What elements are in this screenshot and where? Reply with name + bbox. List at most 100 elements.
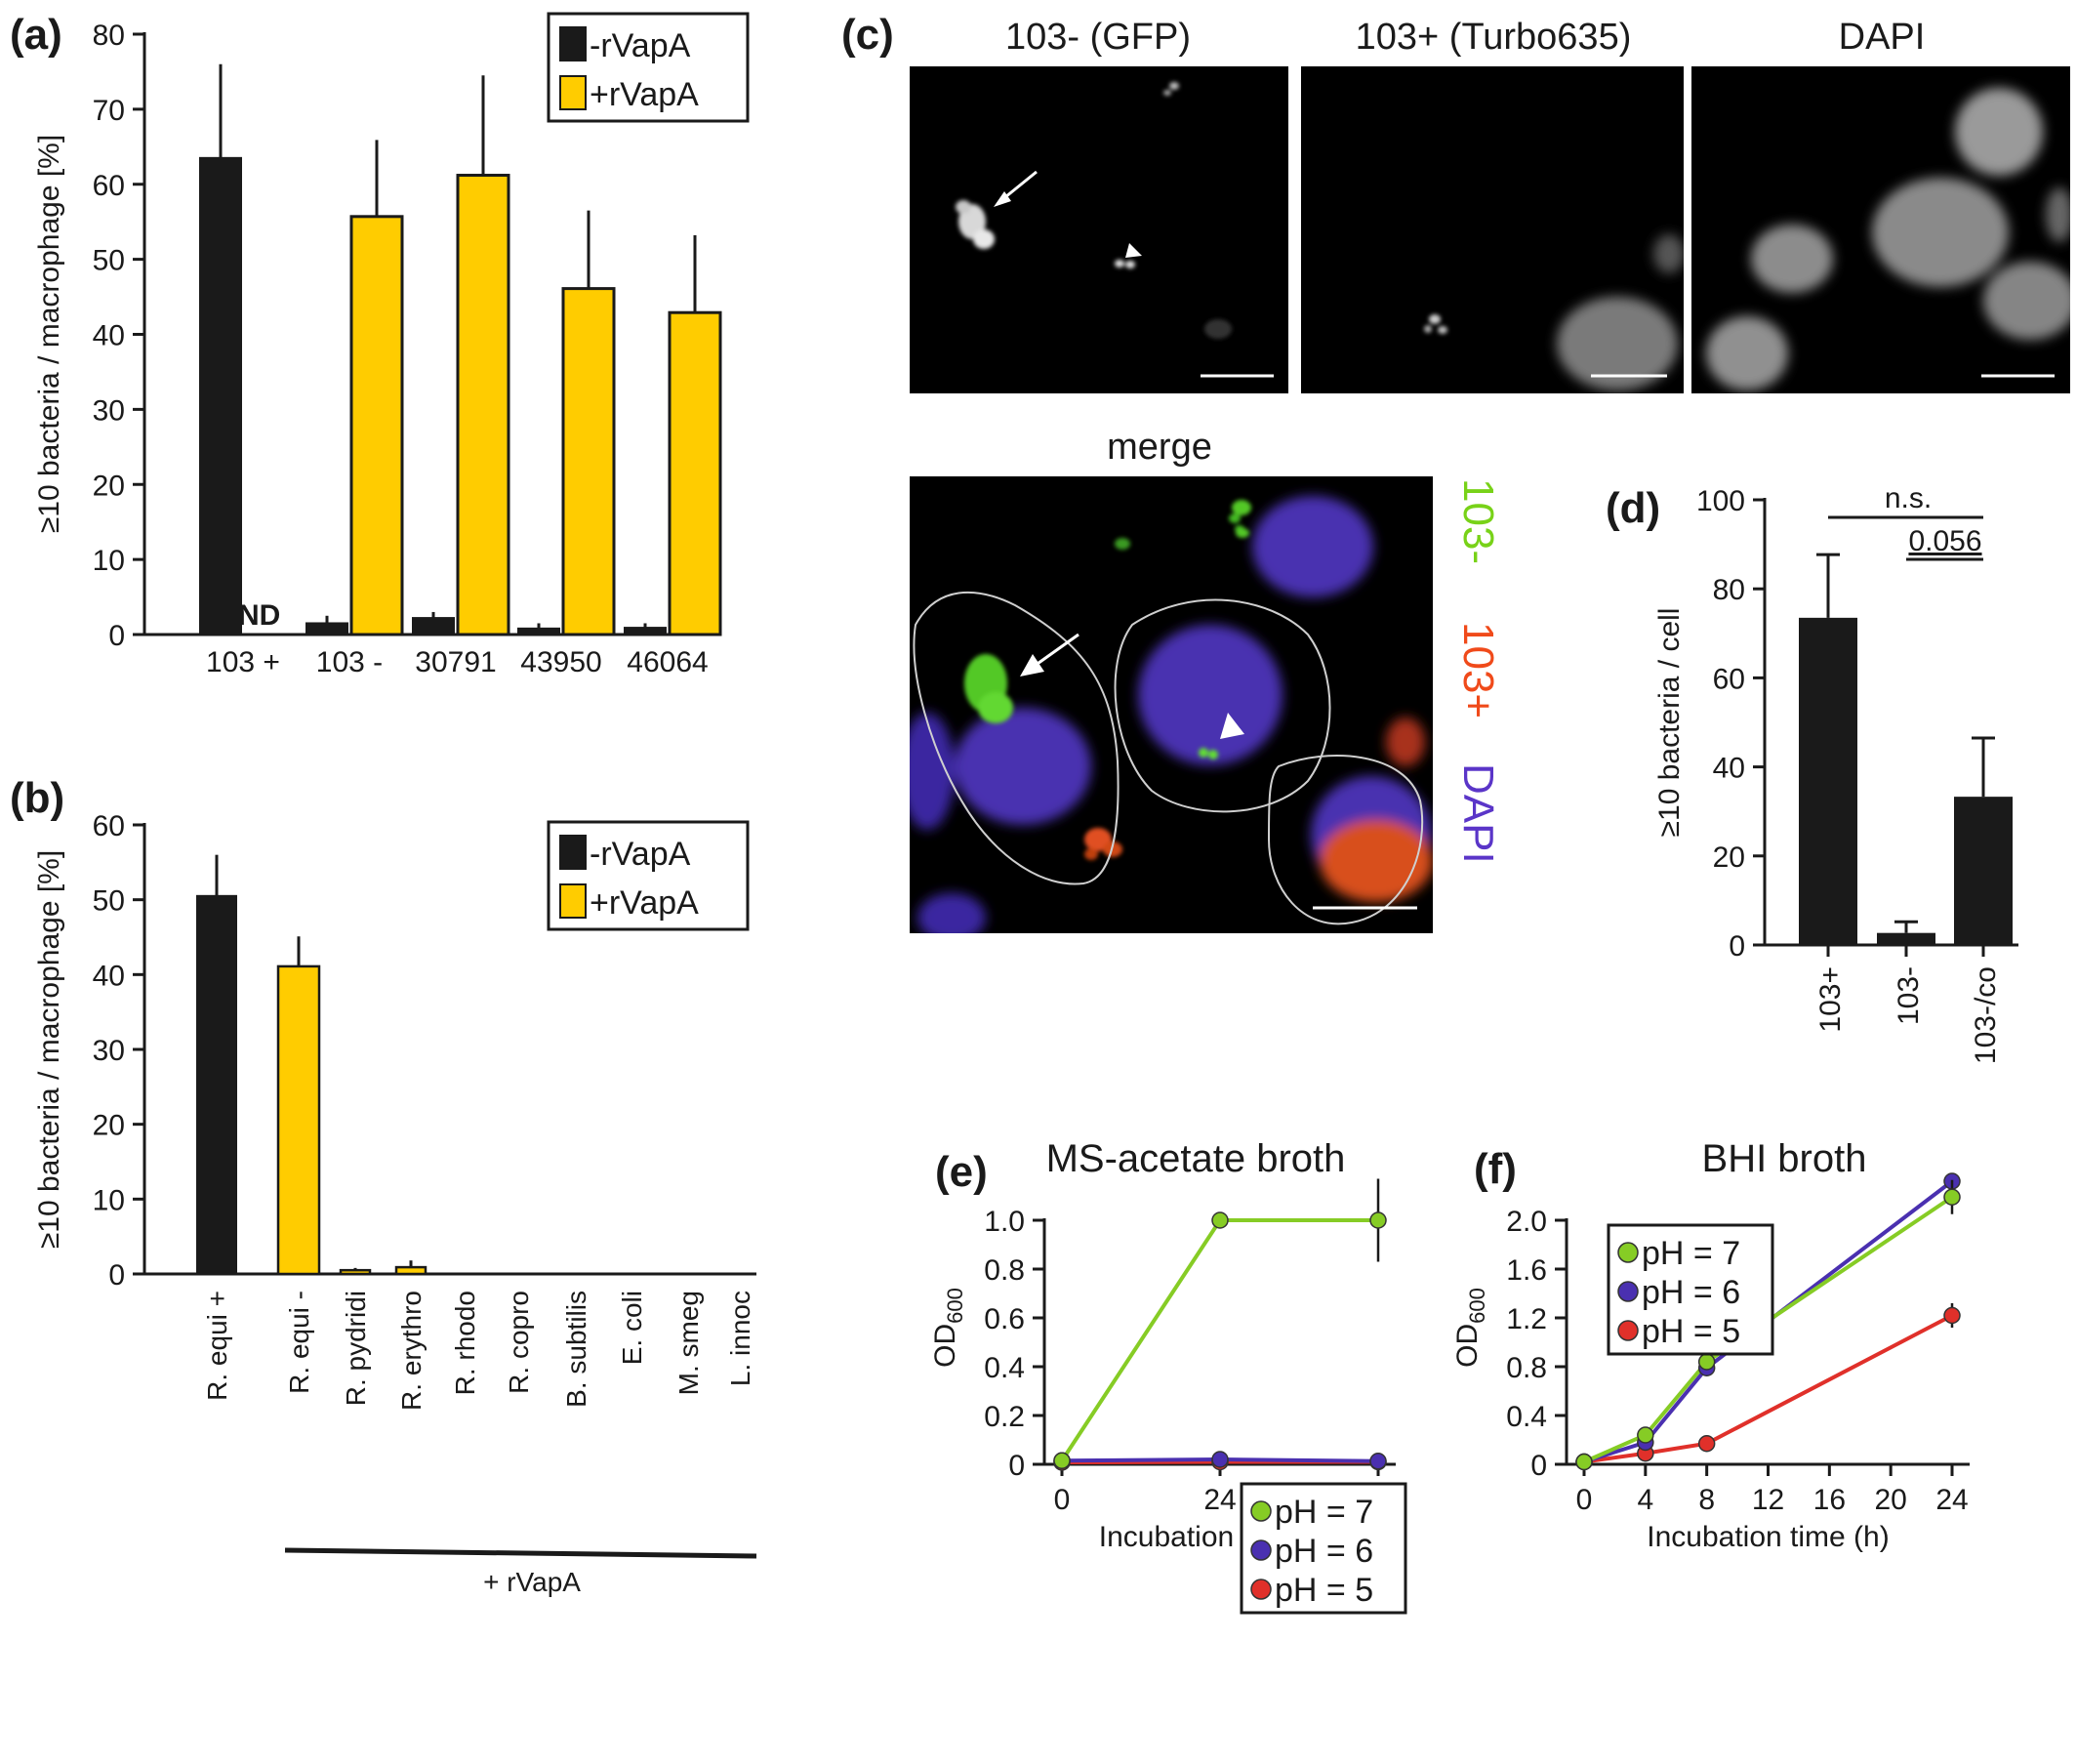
chart-b: 0 10 20 30 40 50 60 R. equi + R. equi - R. pydrid… <box>33 810 756 1411</box>
x-tick-label: E. coli <box>617 1291 647 1365</box>
bar-pos <box>276 964 321 1276</box>
channel-label-103minus: 103- <box>1454 478 1502 564</box>
y-tick-label: 0.8 <box>984 1254 1025 1287</box>
x-tick-label: R. pydridi <box>341 1291 371 1406</box>
series-line <box>1583 1179 1954 1464</box>
x-tick-label: 0 <box>1576 1484 1593 1516</box>
image-gfp <box>910 66 1288 393</box>
y-tick-label: 0.4 <box>1506 1401 1547 1433</box>
legend-marker <box>1250 1579 1272 1600</box>
data-point <box>1369 1211 1387 1229</box>
y-tick-label: 0 <box>108 620 125 652</box>
legend-swatch <box>559 883 587 919</box>
bar-pos <box>456 174 510 636</box>
y-tick-label: 10 <box>93 545 125 577</box>
x-tick-label: R. equi - <box>284 1291 314 1394</box>
y-tick-label: 0.4 <box>984 1352 1025 1384</box>
y-tick-label: 50 <box>93 245 125 277</box>
y-tick-label: 0 <box>1530 1450 1547 1482</box>
y-tick-label: 0.6 <box>984 1303 1025 1335</box>
x-tick-label: 103 - <box>316 646 383 678</box>
bar-neg <box>412 617 455 636</box>
y-tick-label: 10 <box>93 1184 125 1216</box>
chart-a: 0 10 20 30 40 50 60 70 80 103 + 103 - 30791 43950 460… <box>33 12 750 678</box>
image-title-dapi: DAPI <box>1839 17 1926 58</box>
legend-marker <box>1250 1500 1272 1522</box>
legend-marker <box>1250 1539 1272 1561</box>
image-turbo635 <box>1301 66 1684 393</box>
x-tick-label: 24 <box>1935 1484 1968 1516</box>
bar <box>1799 617 1857 945</box>
x-tick-label: 103 + <box>206 646 280 678</box>
image-merge <box>910 476 1433 933</box>
data-point <box>1943 1306 1961 1325</box>
x-tick-label: 46064 <box>627 646 708 678</box>
y-tick-label: 0 <box>108 1259 125 1292</box>
y-axis-label: ≥10 bacteria / cell <box>1653 608 1686 838</box>
y-tick-label: 20 <box>93 470 125 502</box>
data-point <box>1575 1453 1593 1471</box>
data-point <box>1697 1353 1716 1371</box>
panel-label-a: (a) <box>10 11 62 59</box>
series-line <box>1583 1195 1954 1464</box>
bar-neg <box>199 156 242 636</box>
bar <box>1954 797 2013 945</box>
y-tick-label: 2.0 <box>1506 1206 1547 1238</box>
panel-label-b: (b) <box>10 774 64 822</box>
y-tick-label: 80 <box>93 20 125 52</box>
y-tick-label: 20 <box>1713 841 1745 874</box>
bar-pos <box>394 1265 428 1276</box>
nd-label: ND <box>238 599 280 632</box>
y-tick-label: 40 <box>93 320 125 352</box>
panel-label-f: (f) <box>1474 1145 1517 1193</box>
x-tick-label: 103-/co <box>1970 966 2002 1064</box>
legend-label: -rVapA <box>590 836 691 873</box>
channel-label-103plus: 103+ <box>1454 622 1502 718</box>
x-tick-label: 12 <box>1752 1484 1784 1516</box>
x-tick-label: R. equi + <box>202 1291 232 1401</box>
y-tick-label: 100 <box>1696 485 1745 517</box>
legend-label: pH = 6 <box>1275 1533 1373 1570</box>
y-axis-label: OD600 <box>1451 1288 1489 1368</box>
data-point <box>1211 1211 1229 1229</box>
bar-pos <box>349 215 404 636</box>
x-tick-label: 16 <box>1813 1484 1846 1516</box>
y-tick-label: 40 <box>1713 753 1745 785</box>
legend-label: pH = 7 <box>1642 1235 1740 1272</box>
chart-title: BHI broth <box>1702 1137 1867 1180</box>
y-axis-label-sub: 600 <box>1465 1288 1489 1324</box>
data-point <box>1637 1426 1654 1444</box>
x-tick-label: R. copro <box>504 1291 534 1394</box>
legend-label: -rVapA <box>590 27 691 64</box>
x-tick-label: 103+ <box>1814 966 1847 1033</box>
rvapa-group-bracket <box>284 1547 757 1559</box>
y-tick-label: 60 <box>1713 663 1745 695</box>
legend-marker <box>1617 1281 1639 1302</box>
data-point <box>1943 1188 1961 1206</box>
rvapa-group-label: + rVapA <box>483 1567 581 1597</box>
x-tick-label: 24 <box>1203 1484 1236 1516</box>
y-tick-label: 70 <box>93 95 125 127</box>
x-tick-label: 8 <box>1698 1484 1715 1516</box>
legend-swatch <box>559 835 587 870</box>
panel-label-e: (e) <box>935 1148 988 1196</box>
y-tick-label: 30 <box>93 1035 125 1067</box>
y-tick-label: 60 <box>93 170 125 202</box>
bar-pos <box>561 287 616 636</box>
y-tick-label: 40 <box>93 960 125 992</box>
panel-label-c: (c) <box>841 11 894 59</box>
legend-label: pH = 5 <box>1642 1313 1740 1350</box>
bar-neg <box>305 622 348 636</box>
bar-neg <box>624 627 667 636</box>
x-tick-label: B. subtilis <box>561 1291 591 1408</box>
bar-pos <box>339 1268 372 1276</box>
x-tick-label: 4 <box>1637 1484 1653 1516</box>
legend-marker <box>1617 1320 1639 1341</box>
legend-label: pH = 7 <box>1275 1494 1373 1531</box>
bar-neg <box>196 894 237 1275</box>
microscopy-panel: 103- (GFP) 103+ (Turbo635) DAPI <box>910 17 2070 933</box>
x-tick-label: L. innoc <box>725 1291 755 1386</box>
y-tick-label: 20 <box>93 1110 125 1142</box>
bar-neg <box>517 627 560 636</box>
